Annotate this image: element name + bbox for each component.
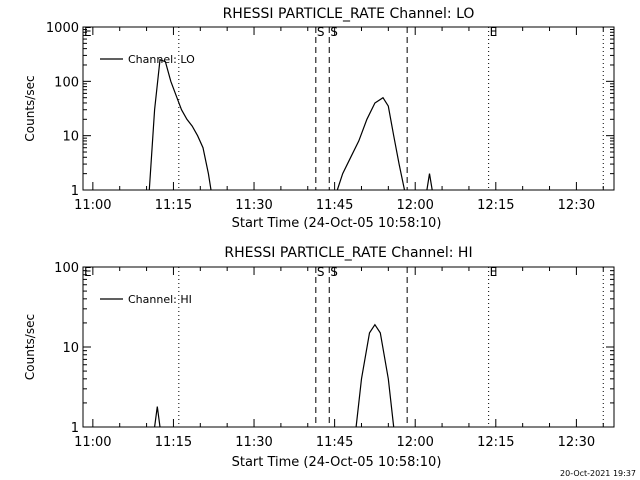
chart-1-y-tick-label: 1	[71, 421, 79, 436]
chart-0-legend-label: Channel: LO	[128, 53, 195, 66]
chart-0-series-line	[148, 58, 433, 191]
chart-0-marker-label: S	[317, 25, 325, 39]
chart-0-x-tick-label: 11:30	[235, 198, 272, 213]
chart-1-x-tick-label: 11:00	[74, 435, 111, 450]
chart-1-marker-label: S	[330, 265, 338, 279]
chart-0-x-tick-label: 11:00	[74, 198, 111, 213]
chart-0-x-tick-label: 11:45	[316, 198, 353, 213]
chart-0-x-tick-label: 11:15	[155, 198, 192, 213]
chart-panel-hi: RHESSI PARTICLE_RATE Channel: HI 1 10 100 Co…	[23, 245, 615, 470]
chart-1-x-tick-label: 12:00	[396, 435, 433, 450]
chart-0-x-tick-label: 12:00	[396, 198, 433, 213]
chart-1-series-line	[154, 323, 395, 428]
chart-0-y-tick-label: 100	[54, 75, 79, 90]
chart-0-y-tick-label: 1000	[46, 21, 79, 36]
chart-1-y-tick-label: 10	[62, 341, 79, 356]
chart-1-title: RHESSI PARTICLE_RATE Channel: HI	[224, 245, 472, 261]
chart-0-marker-label: E	[490, 25, 498, 39]
chart-0-marker-label-left: E	[84, 25, 92, 39]
chart-1-x-tick-label: 11:15	[155, 435, 192, 450]
chart-1-y-axis-label: Counts/sec	[23, 314, 37, 380]
chart-1-marker-label: E	[490, 265, 498, 279]
chart-1-x-tick-label: 12:30	[558, 435, 595, 450]
chart-1-legend-label: Channel: HI	[128, 293, 192, 306]
chart-1-x-tick-label: 12:15	[477, 435, 514, 450]
chart-1-x-tick-label: 11:30	[235, 435, 272, 450]
chart-0-x-tick-label: 12:30	[558, 198, 595, 213]
chart-0-marker-label: S	[330, 25, 338, 39]
chart-0-y-axis-label: Counts/sec	[23, 75, 37, 141]
chart-1-x-axis-label: Start Time (24-Oct-05 10:58:10)	[232, 455, 442, 470]
chart-1-x-tick-label: 11:45	[316, 435, 353, 450]
footer-timestamp: 20-Oct-2021 19:37	[560, 469, 636, 478]
chart-0-y-tick-label: 1	[71, 184, 79, 199]
chart-1-marker-label-left: E	[84, 265, 92, 279]
chart-0-x-tick-label: 12:15	[477, 198, 514, 213]
chart-panel-lo: RHESSI PARTICLE_RATE Channel: LO 1 10 100 10…	[23, 6, 615, 231]
chart-0-x-axis-label: Start Time (24-Oct-05 10:58:10)	[232, 216, 442, 231]
chart-0-y-tick-label: 10	[62, 130, 79, 145]
chart-1-marker-label: S	[317, 265, 325, 279]
chart-1-y-tick-label: 100	[54, 261, 79, 276]
chart-0-title: RHESSI PARTICLE_RATE Channel: LO	[223, 6, 475, 22]
chart-0-plot-frame	[82, 26, 615, 191]
